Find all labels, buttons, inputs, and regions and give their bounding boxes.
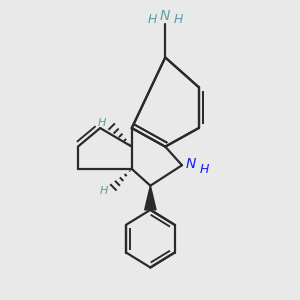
Text: N: N bbox=[185, 157, 196, 171]
Text: H: H bbox=[200, 163, 209, 176]
Text: H: H bbox=[173, 14, 183, 26]
Text: H: H bbox=[148, 14, 157, 26]
Polygon shape bbox=[145, 186, 156, 210]
Text: H: H bbox=[100, 186, 108, 196]
Text: N: N bbox=[160, 9, 170, 22]
Text: H: H bbox=[98, 118, 106, 128]
